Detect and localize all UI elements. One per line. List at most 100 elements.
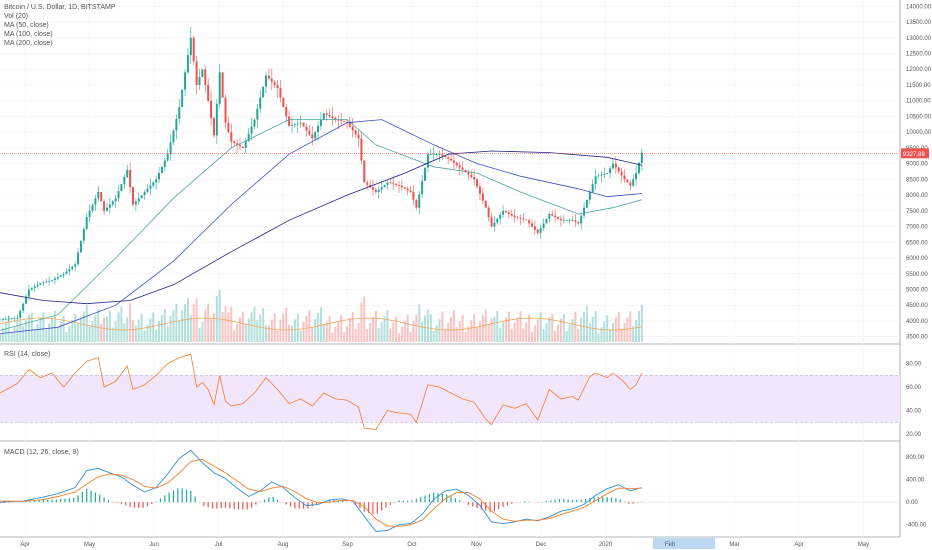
candle-body xyxy=(317,125,320,133)
volume-bar xyxy=(65,332,68,342)
volume-bar xyxy=(56,327,59,342)
candle-body xyxy=(85,217,88,229)
price-tick-label: 9000.00 xyxy=(906,162,928,168)
candle-body xyxy=(395,184,398,185)
candle-body xyxy=(629,182,632,186)
volume-bar xyxy=(158,321,161,342)
volume-bar xyxy=(201,321,204,342)
volume-bar xyxy=(88,327,91,342)
price-tick-label: 6500.00 xyxy=(906,240,928,246)
candle-body xyxy=(221,72,224,98)
volume-bar xyxy=(606,315,609,342)
candle-body xyxy=(53,278,56,281)
candle-body xyxy=(476,179,479,187)
macd-histogram-bar xyxy=(142,502,144,508)
volume-bar xyxy=(53,310,56,342)
time-tick-label: Jul xyxy=(215,542,223,548)
chart-title: Bitcoin / U.S. Dollar, 1D, BITSTAMP xyxy=(4,4,116,11)
macd-histogram-bar xyxy=(120,502,123,504)
volume-bar xyxy=(632,326,635,342)
macd-histogram-bar xyxy=(8,502,10,503)
price-tick-label: 6000.00 xyxy=(906,256,928,262)
volume-bar xyxy=(132,320,134,342)
macd-histogram-bar xyxy=(415,498,417,503)
volume-bar xyxy=(424,315,427,342)
candle-body xyxy=(126,169,129,178)
candle-body xyxy=(262,86,265,98)
candle-body xyxy=(132,187,134,205)
price-legend: Bitcoin / U.S. Dollar, 1D, BITSTAMP Vol … xyxy=(4,3,116,48)
candle-body xyxy=(152,182,155,186)
volume-bar xyxy=(366,329,369,342)
volume-bar xyxy=(588,322,591,342)
volume-bar xyxy=(218,290,221,342)
candle-body xyxy=(16,317,19,319)
macd-histogram-bar xyxy=(298,502,300,509)
volume-bar xyxy=(493,316,496,342)
macd-histogram-bar xyxy=(489,502,491,513)
volume-bar xyxy=(398,333,400,342)
candle-body xyxy=(438,154,441,155)
volume-bar xyxy=(473,314,476,342)
volume-bar xyxy=(435,325,438,342)
volume-bar xyxy=(380,322,383,342)
macd-histogram-bar xyxy=(502,502,504,507)
candle-body xyxy=(371,187,374,190)
candle-body xyxy=(137,198,140,202)
volume-bar xyxy=(100,323,103,342)
volume-bar xyxy=(533,325,536,342)
volume-bar xyxy=(594,310,597,342)
time-tick-label: Mar xyxy=(729,542,739,548)
candle-body xyxy=(635,173,638,180)
volume-ma-line xyxy=(0,317,642,331)
macd-histogram-bar xyxy=(623,501,626,503)
macd-histogram-bar xyxy=(125,502,127,506)
price-tick-label: 5500.00 xyxy=(906,272,928,278)
volume-bar xyxy=(403,320,406,342)
candle-body xyxy=(331,116,334,119)
volume-bar xyxy=(82,311,85,342)
candle-body xyxy=(270,78,273,82)
candle-body xyxy=(429,154,432,155)
rsi-legend: RSI (14, close) xyxy=(4,350,50,359)
candle-body xyxy=(293,124,296,126)
candle-body xyxy=(528,220,531,224)
candle-body xyxy=(502,210,505,215)
volume-bar xyxy=(233,329,236,342)
rsi-band xyxy=(0,375,900,423)
volume-bar xyxy=(299,330,302,342)
volume-bar xyxy=(429,314,432,342)
candle-body xyxy=(452,160,455,163)
candle-body xyxy=(302,122,305,127)
volume-bar xyxy=(461,315,464,342)
candle-body xyxy=(545,218,548,224)
candle-body xyxy=(48,280,51,282)
candle-body xyxy=(435,154,438,155)
macd-histogram-bar xyxy=(289,502,292,507)
candle-body xyxy=(25,296,28,304)
macd-histogram-bar xyxy=(511,502,513,504)
candle-body xyxy=(398,184,400,186)
volume-bar xyxy=(591,316,594,342)
candle-body xyxy=(114,198,117,202)
macd-histogram-bar xyxy=(77,495,79,503)
macd-histogram-bar xyxy=(285,502,287,505)
candle-body xyxy=(314,132,317,139)
candle-body xyxy=(467,172,470,175)
volume-bar xyxy=(30,312,33,342)
candle-body xyxy=(357,134,360,139)
volume-bar xyxy=(238,317,241,342)
volume-bar xyxy=(36,323,39,342)
volume-bar xyxy=(571,319,574,342)
macd-tick-label: 800.00 xyxy=(906,455,925,461)
candle-body xyxy=(175,118,178,131)
candle-body xyxy=(120,184,123,192)
candle-body xyxy=(363,160,366,183)
macd-histogram-bar xyxy=(237,502,240,510)
volume-bar xyxy=(400,326,403,342)
candle-body xyxy=(588,191,591,200)
macd-histogram-bar xyxy=(272,496,274,503)
candle-body xyxy=(59,275,62,277)
volume-bar xyxy=(241,311,244,342)
